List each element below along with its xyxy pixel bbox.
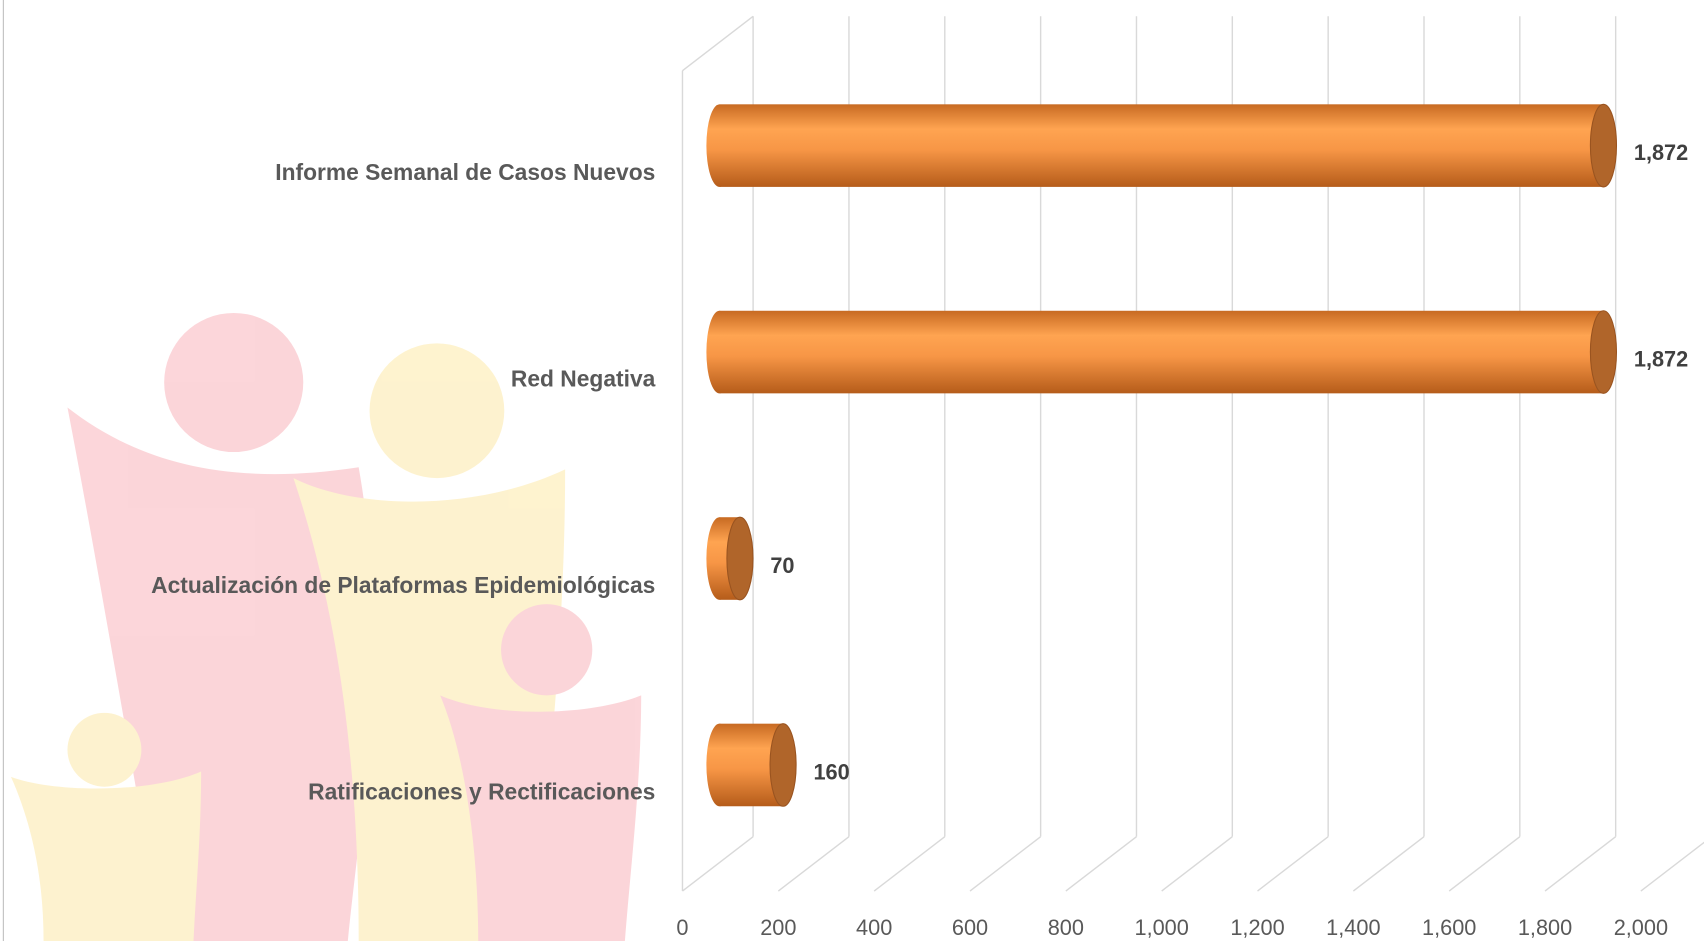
value-label: 160 — [813, 759, 849, 784]
bar-end-cap — [1589, 103, 1618, 188]
bar-end-cap — [769, 723, 797, 807]
grid-floor-line — [1544, 836, 1617, 892]
x-tick-label: 1,000 — [1135, 915, 1189, 940]
watermark — [10, 312, 642, 941]
bar-end-cap — [726, 516, 754, 601]
value-label: 1,872 — [1634, 140, 1688, 165]
value-label: 1,872 — [1634, 346, 1688, 371]
grid-floor-line — [777, 836, 850, 892]
category-label: Informe Semanal de Casos Nuevos — [275, 159, 655, 185]
x-tick-label: 400 — [856, 915, 892, 940]
grid-floor-line — [969, 836, 1042, 892]
grid-floor-line — [1640, 841, 1704, 892]
bar — [719, 104, 1604, 187]
x-tick-label: 1,200 — [1230, 915, 1284, 940]
x-tick-label: 600 — [952, 915, 988, 940]
grid-floor-line — [873, 836, 946, 892]
bar-end-cap — [1589, 310, 1618, 394]
grid-floor-line — [1448, 836, 1521, 892]
x-tick-label: 1,400 — [1326, 915, 1380, 940]
x-tick-label: 2,000 — [1614, 915, 1668, 940]
grid-floor-line — [1065, 836, 1137, 892]
category-label: Actualización de Plataformas Epidemiológ… — [151, 572, 655, 598]
grid-floor-line — [682, 836, 754, 892]
labels: 0 200 400 600 800 1,000 1,200 1,400 1,600 1,800 2,… — [151, 140, 1688, 940]
grid-floor-line — [1257, 836, 1329, 892]
category-label: Ratificaciones y Rectificaciones — [308, 778, 655, 804]
category-label: Red Negativa — [511, 365, 656, 391]
x-tick-label: 800 — [1048, 915, 1084, 940]
x-tick-label: 200 — [760, 915, 796, 940]
x-tick-label: 0 — [676, 915, 688, 940]
x-tick-label: 1,600 — [1422, 915, 1476, 940]
x-tick-label: 1,800 — [1518, 915, 1572, 940]
side-wall-top — [682, 15, 754, 72]
bar — [719, 310, 1604, 394]
bars — [706, 103, 1618, 807]
value-label: 70 — [770, 553, 794, 578]
grid-floor-line — [1161, 836, 1233, 892]
grid-floor-line — [1352, 836, 1425, 892]
